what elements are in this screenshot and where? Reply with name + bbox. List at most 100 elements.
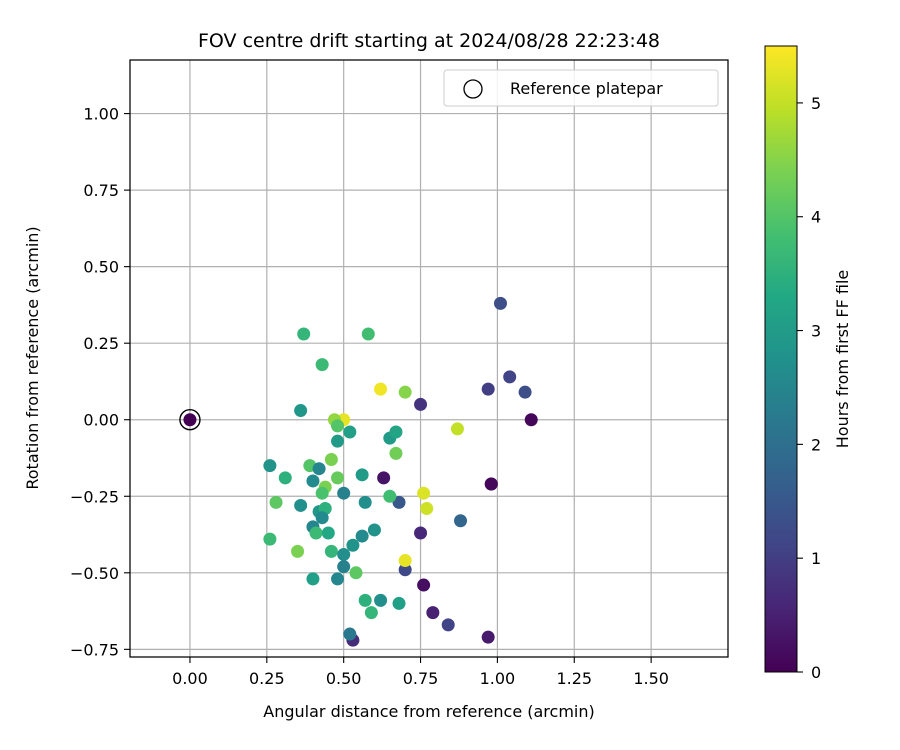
scatter-point xyxy=(358,495,372,509)
scatter-point xyxy=(355,529,369,543)
legend-entry-label: Reference platepar xyxy=(510,79,663,98)
legend: Reference platepar xyxy=(443,69,719,107)
scatter-point xyxy=(355,468,369,482)
scatter-point xyxy=(278,471,292,485)
x-tick-label: 1.25 xyxy=(556,669,592,688)
scatter-point xyxy=(398,385,412,399)
scatter-point xyxy=(450,422,464,436)
scatter-point xyxy=(417,578,431,592)
scatter-point xyxy=(315,511,329,525)
scatter-point xyxy=(503,370,517,384)
colorbar-tick-label: 1 xyxy=(811,549,821,568)
legend-open-circle-icon xyxy=(463,79,483,99)
x-tick-label: 0.25 xyxy=(249,669,285,688)
scatter-point xyxy=(315,486,329,500)
scatter-point xyxy=(324,544,338,558)
scatter-point xyxy=(306,572,320,586)
scatter-point xyxy=(374,382,388,396)
x-tick-label: 1.50 xyxy=(633,669,669,688)
plot-frame xyxy=(129,59,729,658)
scatter-point xyxy=(337,486,351,500)
y-tick-label: −0.75 xyxy=(70,640,119,659)
scatter-point xyxy=(315,358,329,372)
scatter-point xyxy=(294,498,308,512)
reference-marker-group xyxy=(179,409,201,431)
scatter-point xyxy=(518,385,532,399)
scatter-point xyxy=(291,544,305,558)
scatter-point xyxy=(294,404,308,418)
x-tick-label: 0.00 xyxy=(172,669,208,688)
scatter-point xyxy=(374,593,388,607)
x-axis-ticks: 0.00 0.25 0.50 0.75 1.00 1.25 1.50 xyxy=(172,657,669,688)
y-tick-label: −0.25 xyxy=(70,487,119,506)
y-tick-label: 0.25 xyxy=(83,334,119,353)
colorbar: 0 1 2 3 4 5 Hours from first FF file xyxy=(764,45,852,682)
scatter-point xyxy=(337,547,351,561)
colorbar-label: Hours from first FF file xyxy=(833,270,852,449)
scatter-point xyxy=(331,572,345,586)
scatter-point xyxy=(306,474,320,488)
y-tick-label: 1.00 xyxy=(83,105,119,124)
colorbar-ticks: 0 1 2 3 4 5 xyxy=(797,94,821,682)
scatter-point xyxy=(420,502,434,516)
x-tick-label: 0.75 xyxy=(403,669,439,688)
y-tick-label: 0.75 xyxy=(83,181,119,200)
scatter-point xyxy=(383,489,397,503)
y-axis-ticks: −0.75 −0.50 −0.25 0.00 0.25 0.50 0.75 1.00 xyxy=(70,105,130,659)
scatter-points xyxy=(183,296,538,647)
scatter-point xyxy=(183,413,197,427)
reference-platepar-marker xyxy=(179,409,201,431)
scatter-point xyxy=(389,425,403,439)
scatter-point xyxy=(367,523,381,537)
scatter-point xyxy=(484,477,498,491)
colorbar-tick-label: 0 xyxy=(811,663,821,682)
scatter-point xyxy=(389,446,403,460)
scatter-point xyxy=(481,630,495,644)
scatter-point xyxy=(346,538,360,552)
scatter-point xyxy=(398,563,412,577)
scatter-point xyxy=(331,434,345,448)
scatter-point xyxy=(324,453,338,467)
scatter-point xyxy=(426,606,440,620)
y-tick-label: 0.00 xyxy=(83,411,119,430)
scatter-point xyxy=(361,327,375,341)
y-axis-label: Rotation from reference (arcmin) xyxy=(23,226,42,489)
scatter-point xyxy=(343,425,357,439)
scatter-point xyxy=(392,596,406,610)
scatter-point xyxy=(493,296,507,310)
scatter-point xyxy=(417,486,431,500)
scatter-point xyxy=(297,327,311,341)
x-tick-label: 0.50 xyxy=(326,669,362,688)
colorbar-tick-label: 4 xyxy=(811,208,821,227)
colorbar-tick-label: 3 xyxy=(811,322,821,341)
x-axis-label: Angular distance from reference (arcmin) xyxy=(263,702,594,721)
scatter-point xyxy=(263,459,277,473)
x-tick-label: 1.00 xyxy=(480,669,516,688)
y-tick-label: 0.50 xyxy=(83,258,119,277)
scatter-point xyxy=(263,532,277,546)
scatter-point xyxy=(309,526,323,540)
scatter-point xyxy=(331,419,345,433)
colorbar-tick-label: 2 xyxy=(811,435,821,454)
scatter-point xyxy=(358,593,372,607)
colorbar-tick-label: 5 xyxy=(811,94,821,113)
scatter-point xyxy=(441,618,455,632)
colorbar-gradient xyxy=(764,45,798,673)
scatter-point xyxy=(343,627,357,641)
scatter-point xyxy=(349,566,363,580)
scatter-point xyxy=(321,526,335,540)
scatter-point xyxy=(312,462,326,476)
scatter-point xyxy=(398,554,412,568)
scatter-point xyxy=(337,560,351,574)
scatter-point xyxy=(269,495,283,509)
legend-box xyxy=(443,69,719,107)
scatter-point xyxy=(377,471,391,485)
scatter-point xyxy=(414,526,428,540)
scatter-point xyxy=(454,514,468,528)
scatter-point xyxy=(524,413,538,427)
scatter-point xyxy=(414,397,428,411)
scatter-point xyxy=(331,471,345,485)
scatter-point xyxy=(364,606,378,620)
